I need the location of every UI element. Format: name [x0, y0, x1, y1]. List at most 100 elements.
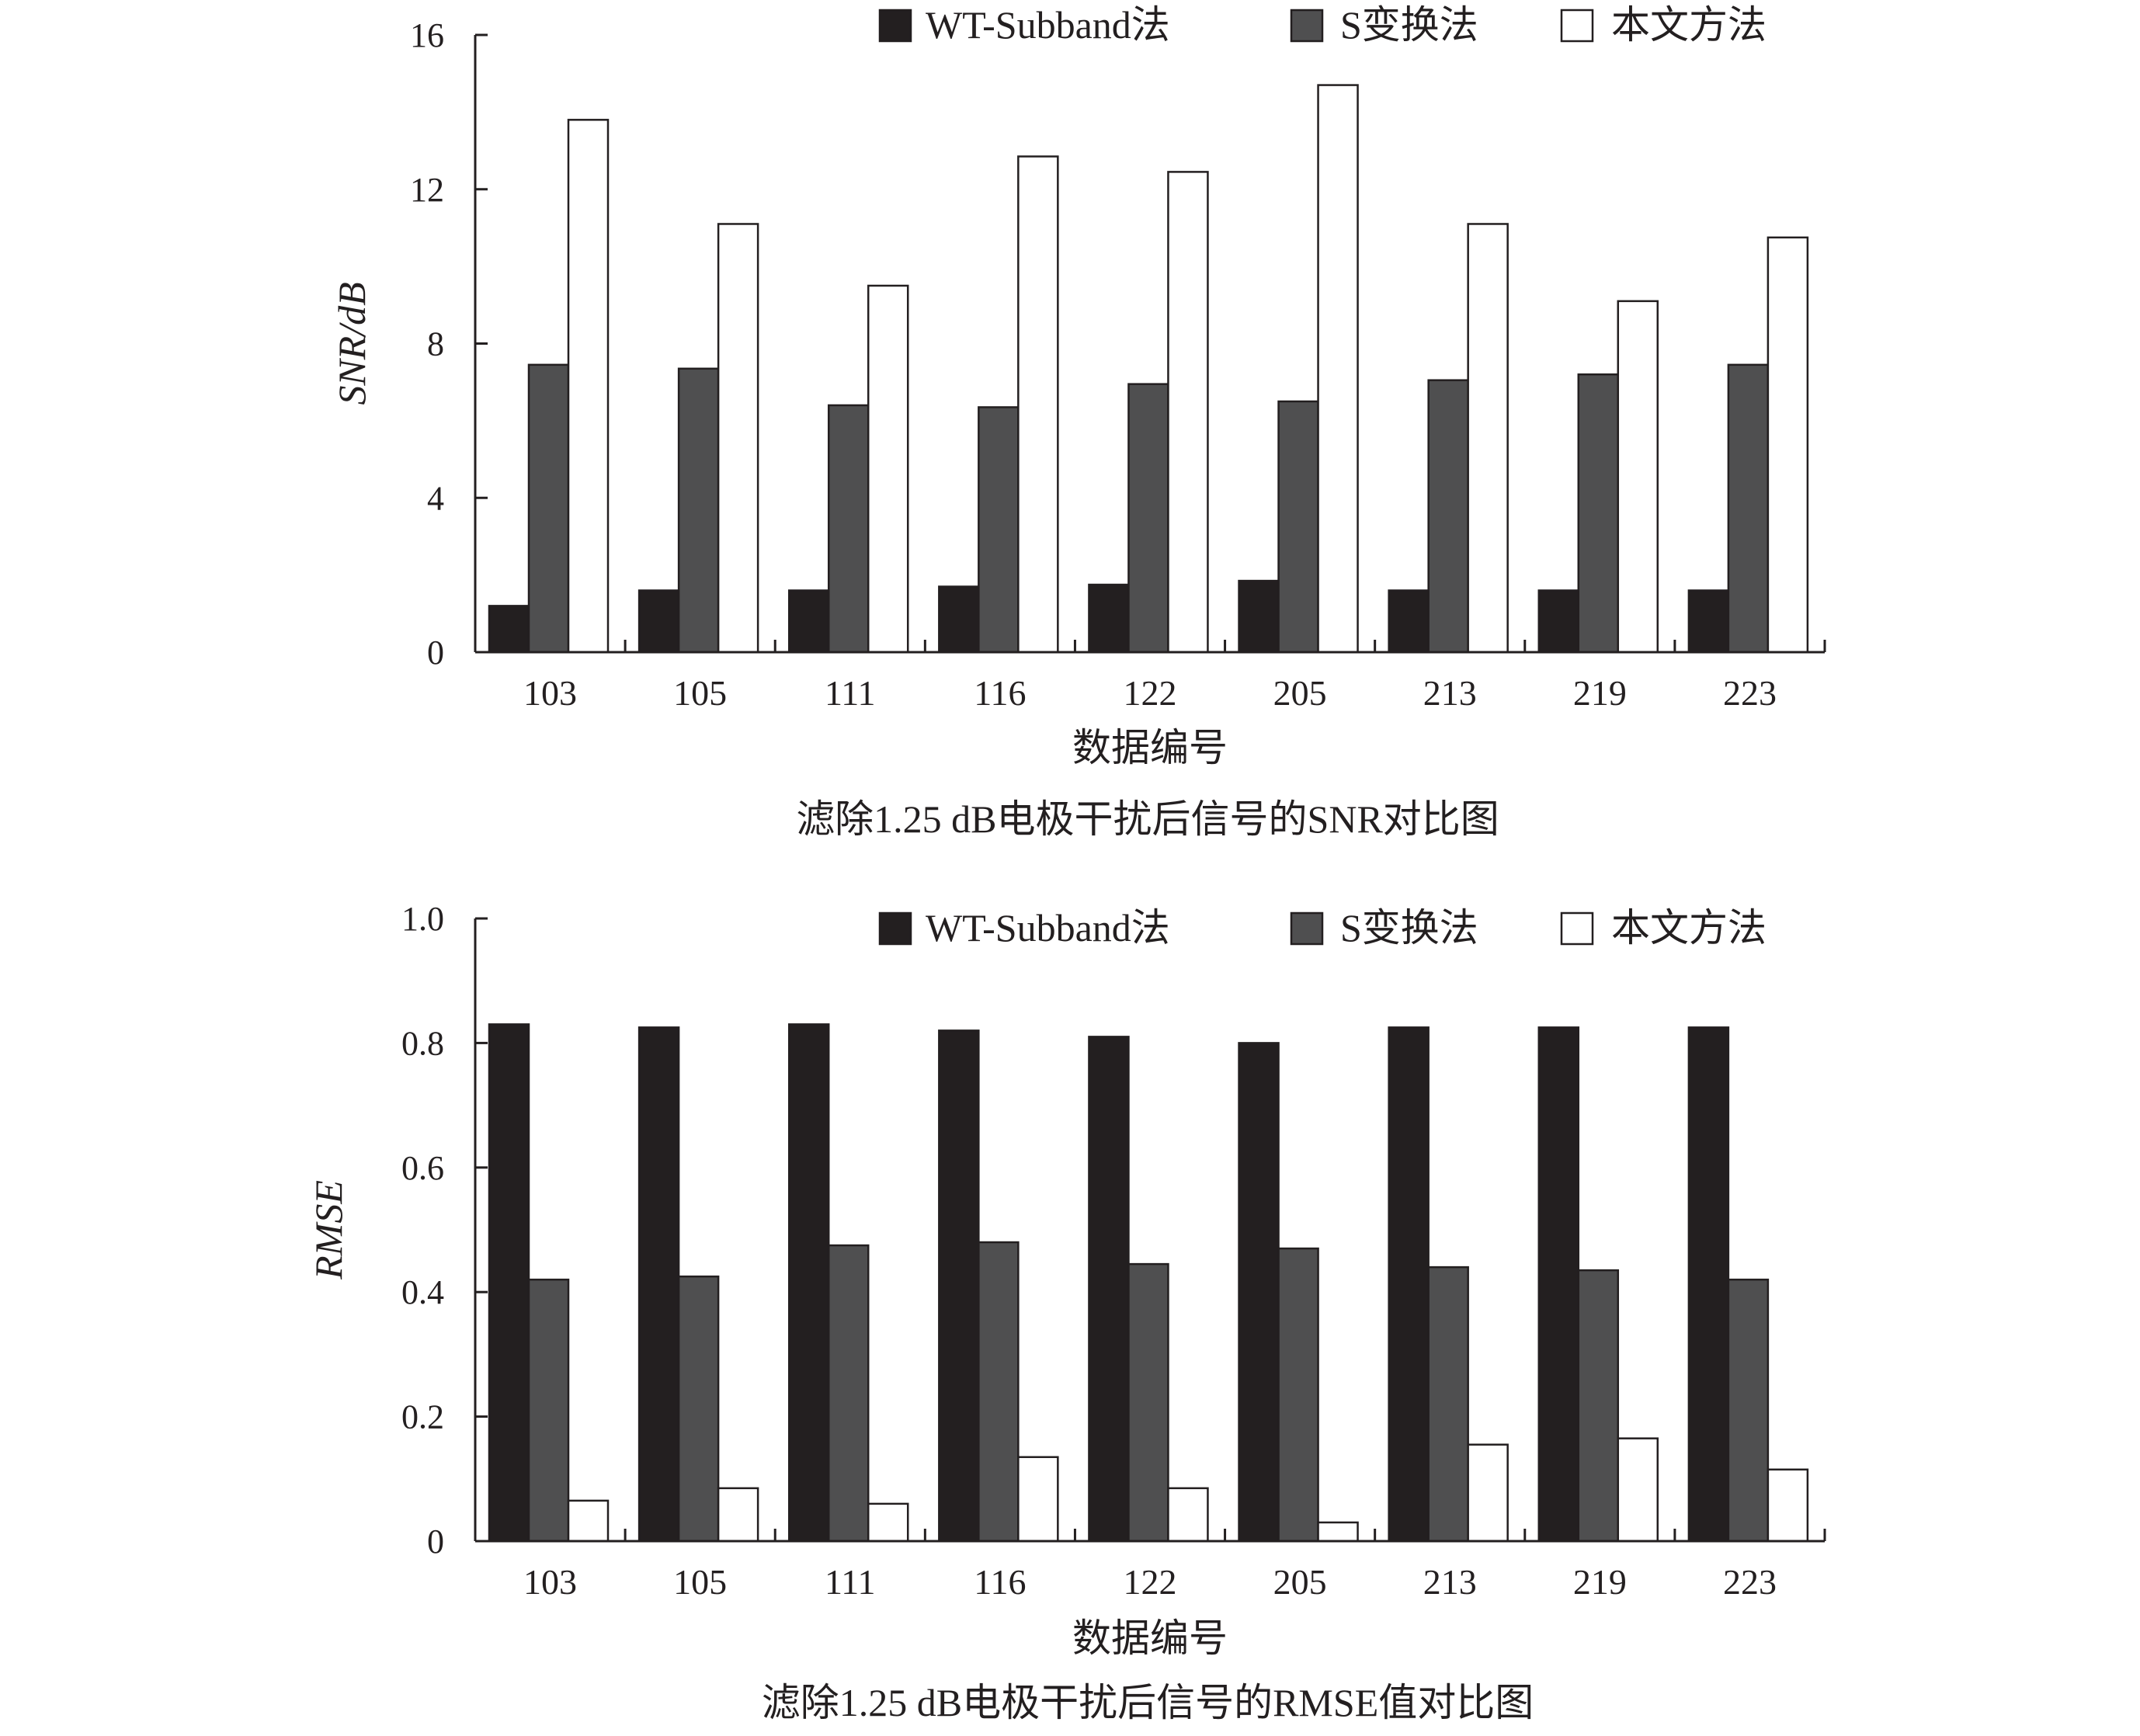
x-tick-label: 105: [673, 1562, 727, 1602]
bar-2-105: [677, 1275, 720, 1543]
bar-3-223: [1767, 236, 1809, 654]
x-tick-label: 103: [523, 1562, 577, 1602]
chart-2: 0 0.2 0.4 0.6 0.8 1.0 103 105 111 116 122 205 213 219…: [307, 900, 1826, 1724]
legend-swatch-1: [878, 911, 912, 946]
legend-label-2: S变换法: [1340, 3, 1478, 47]
y-tick-label: 0.8: [401, 1024, 444, 1062]
x-tick-label: 122: [1124, 673, 1177, 713]
bar-2-105: [677, 367, 720, 654]
bar-1-205: [1238, 1042, 1280, 1543]
x-axis-label: 数据编号: [1072, 1616, 1228, 1660]
x-tick-label: 223: [1723, 673, 1777, 713]
bar-2-111: [827, 404, 870, 654]
bar-3-105: [717, 1487, 759, 1543]
x-tick-label: 213: [1423, 673, 1477, 713]
bar-2-111: [827, 1244, 870, 1543]
bar-2-223: [1727, 1278, 1770, 1543]
legend-swatch-3: [1560, 9, 1594, 43]
y-tick-label: 0.6: [401, 1149, 444, 1187]
y-tick-label: 0.4: [401, 1273, 444, 1311]
bar-1-105: [637, 589, 680, 654]
x-tick-label: 205: [1273, 1562, 1327, 1602]
bar-2-122: [1127, 383, 1169, 654]
bar-3-205: [1317, 84, 1359, 654]
bar-2-205: [1277, 400, 1319, 654]
x-tick-label: 205: [1273, 673, 1327, 713]
bar-2-219: [1577, 1269, 1620, 1543]
x-tick-label: 103: [523, 673, 577, 713]
bar-2-103: [527, 363, 570, 654]
x-axis-label: 数据编号: [1072, 726, 1228, 769]
bar-3-219: [1617, 300, 1659, 654]
x-tick-label: 219: [1573, 673, 1627, 713]
bar-1-223: [1687, 1026, 1730, 1543]
chart-title: 滤除1.25 dB电极干扰后信号的SNR对比图: [796, 797, 1499, 841]
y-tick-label: 1.0: [401, 900, 444, 938]
bar-1-103: [488, 1023, 530, 1543]
x-tick-label: 116: [974, 673, 1026, 713]
bar-2-205: [1277, 1247, 1319, 1543]
bar-3-105: [717, 223, 759, 654]
x-tick-label: 111: [825, 1562, 876, 1602]
bar-3-213: [1467, 1443, 1509, 1543]
y-tick-label: 0: [427, 634, 444, 672]
bar-1-122: [1088, 583, 1130, 654]
bar-1-205: [1238, 579, 1280, 654]
x-tick-label: 219: [1573, 1562, 1627, 1602]
bar-2-223: [1727, 363, 1770, 654]
chart-1: 0 4 8 12 16 103 105 111 116 122 205 213 219 223 数据编号 SN…: [330, 3, 1826, 841]
bar-2-122: [1127, 1262, 1169, 1543]
x-tick-label: 122: [1124, 1562, 1177, 1602]
legend: WT-Subband法 S变换法 本文方法: [878, 906, 1767, 950]
y-tick-label: 0.2: [401, 1398, 444, 1436]
legend-swatch-2: [1290, 9, 1324, 43]
bar-3-111: [867, 284, 909, 654]
bar-2-213: [1427, 379, 1469, 654]
bar-2-116: [978, 406, 1020, 654]
bar-1-219: [1537, 1026, 1580, 1543]
bar-2-116: [978, 1241, 1020, 1543]
legend-label-1: WT-Subband法: [926, 906, 1170, 950]
x-tick-label: 213: [1423, 1562, 1477, 1602]
chart-title: 滤除1.25 dB电极干扰后信号的RMSE值对比图: [762, 1681, 1534, 1724]
x-tick-label: 223: [1723, 1562, 1777, 1602]
bar-1-219: [1537, 589, 1580, 654]
bar-1-116: [938, 1029, 980, 1543]
bar-1-122: [1088, 1036, 1130, 1543]
x-tick-label: 111: [825, 673, 876, 713]
bar-1-213: [1388, 1026, 1430, 1543]
bar-3-219: [1617, 1437, 1659, 1543]
legend-swatch-1: [878, 9, 912, 43]
bar-3-122: [1167, 1487, 1209, 1543]
bar-3-116: [1017, 1456, 1059, 1543]
bar-3-111: [867, 1502, 909, 1543]
y-tick-label: 12: [410, 171, 444, 209]
bar-1-111: [787, 1023, 830, 1543]
y-tick-label: 16: [410, 16, 444, 54]
bar-3-213: [1467, 223, 1509, 654]
legend-label-3: 本文方法: [1611, 3, 1767, 47]
bar-3-122: [1167, 171, 1209, 654]
y-tick-label: 4: [427, 479, 444, 517]
bar-2-213: [1427, 1266, 1469, 1543]
bar-3-205: [1317, 1521, 1359, 1543]
bar-2-103: [527, 1278, 570, 1543]
legend-swatch-3: [1560, 911, 1594, 946]
bar-3-223: [1767, 1468, 1809, 1543]
legend-label-2: S变换法: [1340, 906, 1478, 950]
bar-3-103: [567, 1499, 610, 1543]
y-axis-label: RMSE: [307, 1180, 350, 1280]
legend-label-1: WT-Subband法: [926, 3, 1170, 47]
bar-1-116: [938, 585, 980, 654]
bar-3-103: [567, 119, 610, 654]
bar-3-116: [1017, 155, 1059, 654]
bar-1-103: [488, 605, 530, 654]
x-tick-label: 105: [673, 673, 727, 713]
bar-1-111: [787, 589, 830, 654]
legend-label-3: 本文方法: [1611, 906, 1767, 950]
legend: WT-Subband法 S变换法 本文方法: [878, 3, 1767, 47]
y-tick-label: 8: [427, 325, 444, 363]
legend-swatch-2: [1290, 911, 1324, 946]
y-axis-label: SNR/dB: [330, 282, 373, 404]
